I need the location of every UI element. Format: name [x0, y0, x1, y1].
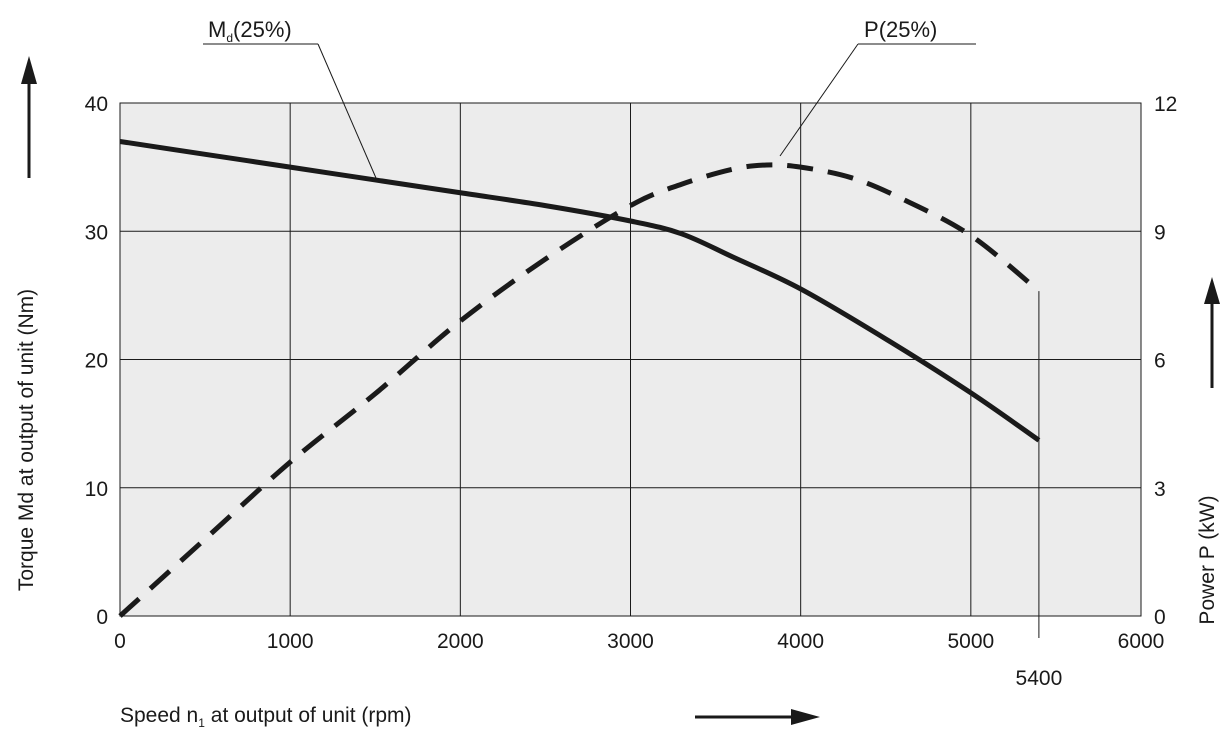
series-label-torque-rest: (25%) [233, 17, 292, 42]
series-label-power-main: P [864, 17, 879, 42]
y-right-tick-label-2: 6 [1154, 350, 1166, 373]
y-right-tick-label-4: 12 [1154, 93, 1177, 116]
tick-labels: 0 1000 2000 3000 4000 5000 6000010203040036912… [85, 93, 1178, 690]
x-axis-label-main: Speed n [120, 704, 198, 727]
y-left-tick-label-0: 0 [96, 606, 108, 629]
y-axis-right-label: Power P (kW) [1196, 495, 1219, 624]
series-line-1 [118, 162, 1041, 618]
leader-line-torque [317, 43, 377, 179]
arrow-y-right-head [1204, 277, 1220, 304]
series-label-power-rest: (25%) [879, 17, 938, 42]
y-right-tick-label-0: 0 [1154, 606, 1166, 629]
y-left-tick-label-3: 30 [85, 221, 108, 244]
x-tick-label-5: 5000 [947, 630, 994, 653]
y-right-tick-label-1: 3 [1154, 478, 1166, 501]
series-label-torque: Md(25%) [208, 17, 292, 45]
x-tick-label-1: 1000 [267, 630, 314, 653]
y-left-tick-label-4: 40 [85, 93, 108, 116]
series-layer [118, 139, 1041, 638]
x-tick-label-extra: 5400 [1016, 667, 1063, 690]
y-axis-left-label: Torque Md at output of unit (Nm) [15, 289, 38, 591]
arrow-y-left-head [21, 56, 37, 84]
x-tick-label-0: 0 [114, 630, 126, 653]
y-left-tick-label-2: 20 [85, 350, 108, 373]
x-tick-label-3: 3000 [607, 630, 654, 653]
x-axis-label-sub: 1 [198, 716, 205, 730]
leader-line-power [779, 43, 859, 157]
x-tick-label-4: 4000 [777, 630, 824, 653]
y-left-tick-label-1: 10 [85, 478, 108, 501]
arrow-x-head [791, 709, 820, 725]
x-tick-label-2: 2000 [437, 630, 484, 653]
series-line-0 [119, 139, 1041, 443]
y-right-tick-label-3: 9 [1154, 221, 1166, 244]
series-label-torque-main: M [208, 17, 226, 42]
x-axis-label: Speed n1 at output of unit (rpm) [120, 704, 412, 730]
x-tick-label-6: 6000 [1118, 630, 1165, 653]
x-axis-label-rest: at output of unit (rpm) [205, 704, 412, 727]
plot-frame [119, 102, 1142, 617]
leader-lines [203, 43, 976, 179]
series-label-torque-sub: d [226, 31, 233, 45]
direction-arrows [21, 56, 1220, 725]
series-label-power: P(25%) [864, 17, 937, 42]
